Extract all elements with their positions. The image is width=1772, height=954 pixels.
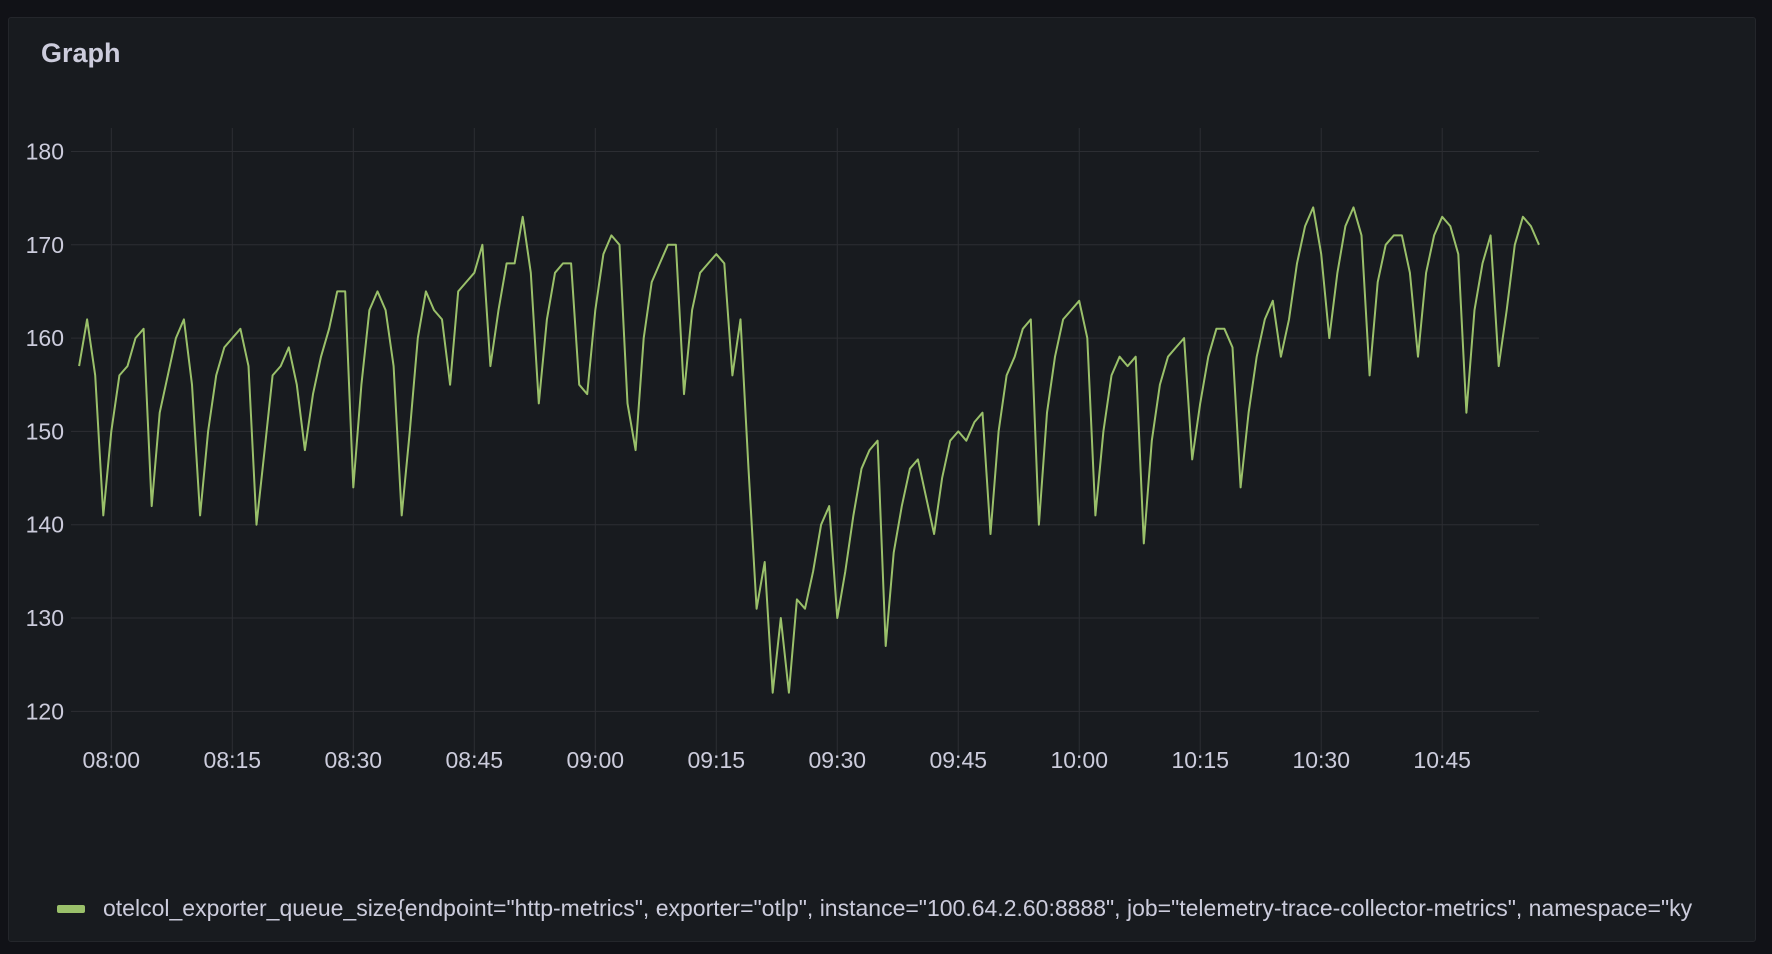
y-tick-label: 130 [26, 605, 64, 631]
x-axis: 08:00 08:15 08:30 08:45 09:00 09:15 09:30 09:45… [83, 747, 1471, 773]
legend[interactable]: otelcol_exporter_queue_size{endpoint="ht… [57, 895, 1747, 922]
x-tick-label: 08:30 [325, 747, 383, 773]
legend-swatch[interactable] [57, 904, 85, 913]
x-tick-label: 08:45 [446, 747, 504, 773]
y-tick-label: 160 [26, 325, 64, 351]
x-tick-label: 10:45 [1413, 747, 1471, 773]
series-line[interactable] [78, 206, 1540, 694]
x-tick-label: 09:00 [567, 747, 625, 773]
y-tick-label: 150 [26, 418, 64, 444]
x-tick-label: 10:15 [1171, 747, 1229, 773]
x-tick-label: 08:00 [83, 747, 141, 773]
graph-panel: Graph 120 130 140 150 160 170 180 08:00 08:15 08… [8, 17, 1756, 942]
x-tick-label: 10:30 [1292, 747, 1350, 773]
y-tick-label: 180 [26, 138, 64, 164]
x-tick-label: 09:15 [687, 747, 745, 773]
grid [71, 128, 1539, 758]
y-axis: 120 130 140 150 160 170 180 [26, 138, 64, 724]
x-tick-label: 09:45 [929, 747, 987, 773]
x-tick-label: 10:00 [1050, 747, 1108, 773]
series-layer [78, 206, 1540, 694]
panel-title: Graph [41, 38, 121, 68]
y-tick-label: 120 [26, 698, 64, 724]
legend-series-label[interactable]: otelcol_exporter_queue_size{endpoint="ht… [103, 895, 1693, 921]
x-tick-label: 09:30 [808, 747, 866, 773]
y-tick-label: 170 [26, 232, 64, 258]
y-tick-label: 140 [26, 512, 64, 538]
x-tick-label: 08:15 [204, 747, 262, 773]
